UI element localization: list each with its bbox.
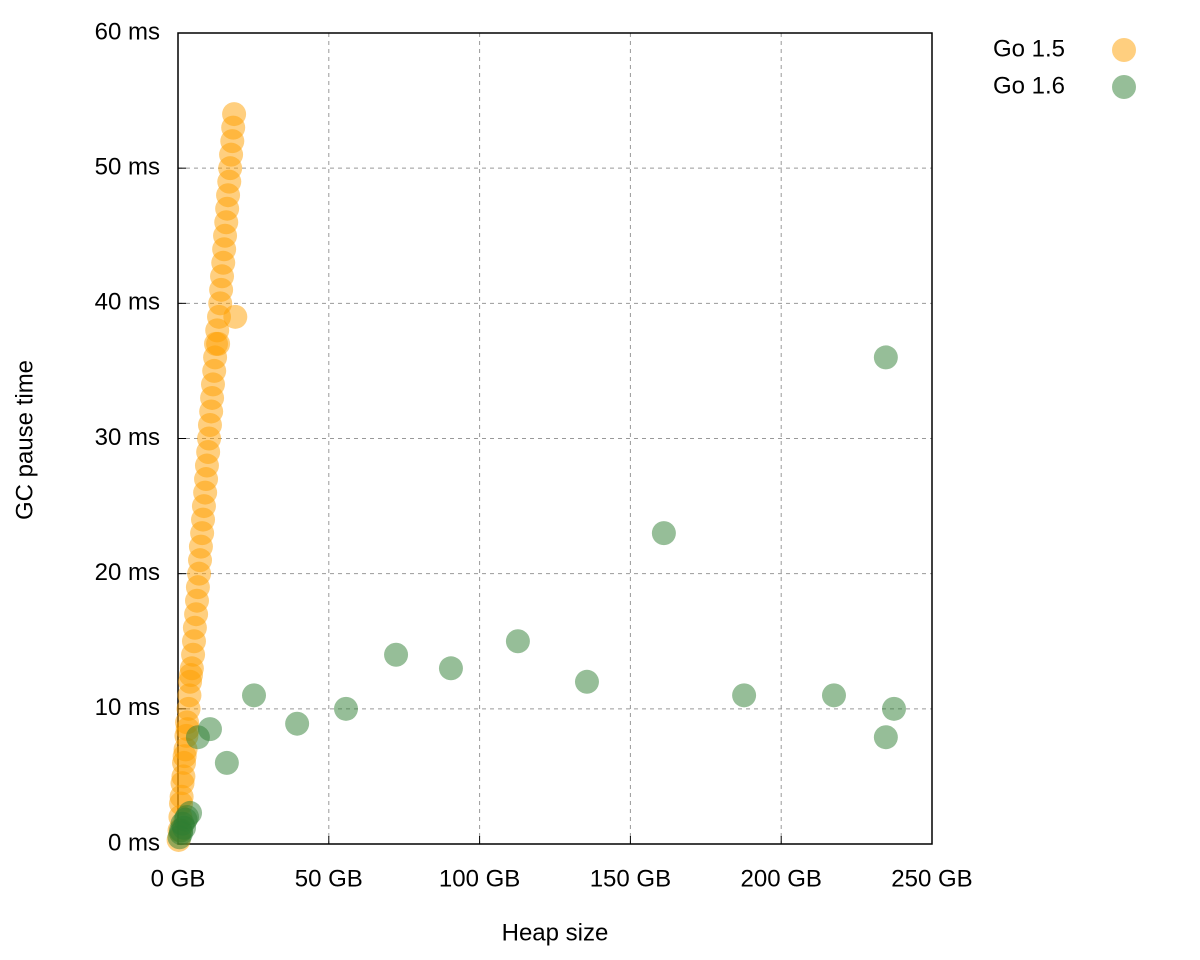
point bbox=[873, 725, 898, 750]
point bbox=[505, 629, 530, 654]
point bbox=[384, 642, 409, 667]
point bbox=[206, 331, 231, 356]
legend-marker bbox=[1112, 75, 1136, 99]
y-tick-label: 50 ms bbox=[95, 154, 160, 181]
y-tick-label: 10 ms bbox=[95, 694, 160, 721]
point bbox=[178, 800, 203, 825]
point bbox=[285, 711, 310, 736]
point bbox=[651, 521, 676, 546]
x-tick-label: 200 GB bbox=[741, 865, 822, 892]
plot-border bbox=[177, 32, 933, 845]
point bbox=[821, 683, 846, 708]
legend-marker bbox=[1112, 38, 1136, 62]
point bbox=[438, 656, 463, 681]
y-tick-label: 0 ms bbox=[108, 829, 160, 856]
y-tick-label: 40 ms bbox=[95, 289, 160, 316]
y-tick-label: 20 ms bbox=[95, 559, 160, 586]
point bbox=[222, 102, 247, 127]
point bbox=[169, 821, 194, 846]
x-tick-label: 0 GB bbox=[151, 865, 206, 892]
y-tick-label: 30 ms bbox=[95, 424, 160, 451]
point bbox=[873, 345, 898, 370]
y-tick-label: 60 ms bbox=[95, 18, 160, 45]
legend-label: Go 1.5 bbox=[993, 35, 1065, 62]
x-tick-label: 150 GB bbox=[590, 865, 671, 892]
x-axis-label: Heap size bbox=[502, 919, 609, 946]
x-tick-label: 50 GB bbox=[295, 865, 363, 892]
point bbox=[881, 696, 906, 721]
point bbox=[197, 717, 222, 742]
point bbox=[333, 696, 358, 721]
point bbox=[732, 683, 757, 708]
legend-label: Go 1.6 bbox=[993, 72, 1065, 99]
x-tick-label: 100 GB bbox=[439, 865, 520, 892]
point bbox=[574, 669, 599, 694]
point bbox=[214, 750, 239, 775]
point bbox=[242, 683, 267, 708]
y-axis-label: GC pause time bbox=[11, 360, 38, 520]
x-tick-label: 250 GB bbox=[891, 865, 972, 892]
point bbox=[223, 304, 248, 329]
